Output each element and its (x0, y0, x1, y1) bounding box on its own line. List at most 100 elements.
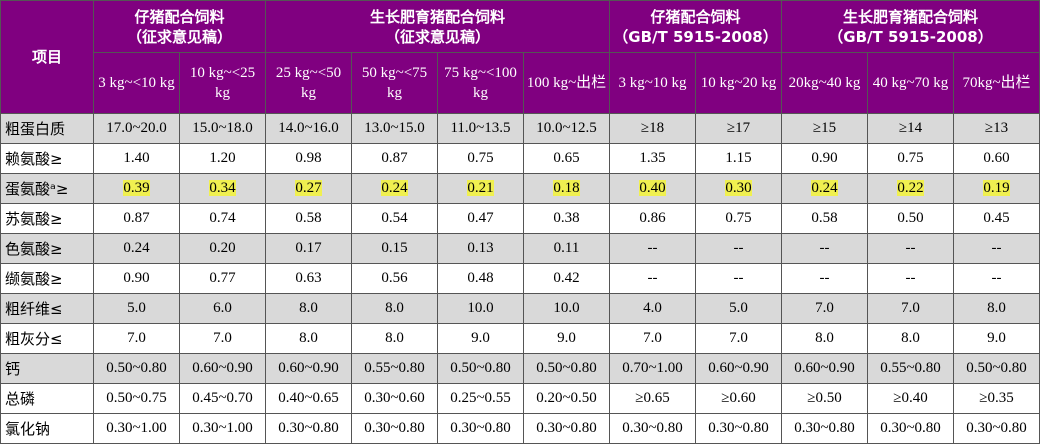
cell: 0.90 (93, 263, 180, 294)
cell: 0.60 (953, 143, 1040, 174)
cell: ≥14 (867, 113, 954, 144)
cell: 0.20 (179, 233, 266, 264)
row-label: 色氨酸≥ (0, 233, 94, 264)
table-row: 氯化钠 0.30~1.00 0.30~1.00 0.30~0.80 0.30~0.80 0… (0, 413, 1040, 444)
cell: 7.0 (867, 293, 954, 324)
cell: 0.30~0.80 (953, 413, 1040, 444)
table-row: 粗灰分≤ 7.0 7.0 8.0 8.0 9.0 9.0 7.0 7.0 8.0 8.0 9.0 (0, 323, 1040, 354)
cell: 0.18 (523, 173, 610, 204)
column-header: 10 kg~20 kg (695, 52, 782, 114)
highlighted-value: 0.22 (897, 180, 924, 196)
cell: 1.40 (93, 143, 180, 174)
table-row: 蛋氨酸ᵃ≥ 0.39 0.34 0.27 0.24 0.21 0.18 0.40 0.30 0.2… (0, 173, 1040, 204)
cell: 0.55~0.80 (351, 353, 438, 384)
cell: -- (695, 233, 782, 264)
cell: 0.24 (781, 173, 868, 204)
row-label: 钙 (0, 353, 94, 384)
cell: -- (953, 233, 1040, 264)
cell: ≥17 (695, 113, 782, 144)
cell: 0.50~0.75 (93, 383, 180, 414)
group-header-line: （GB/T 5915-2008） (828, 27, 993, 46)
cell: 0.30~0.80 (781, 413, 868, 444)
cell: 0.30~1.00 (179, 413, 266, 444)
cell: 0.11 (523, 233, 610, 264)
cell: 8.0 (265, 293, 352, 324)
cell: 8.0 (265, 323, 352, 354)
group-header-line: （GB/T 5915-2008） (613, 27, 778, 46)
group-header-line: 生长肥育猪配合饲料 (369, 7, 505, 26)
table-row: 粗蛋白质 17.0~20.0 15.0~18.0 14.0~16.0 13.0~15.0… (0, 113, 1040, 144)
cell: 8.0 (351, 323, 438, 354)
cell: 0.25~0.55 (437, 383, 524, 414)
cell: 14.0~16.0 (265, 113, 352, 144)
table-row: 钙 0.50~0.80 0.60~0.90 0.60~0.90 0.55~0.80 0.5… (0, 353, 1040, 384)
cell: ≥0.50 (781, 383, 868, 414)
cell: 9.0 (437, 323, 524, 354)
cell: 0.58 (781, 203, 868, 234)
row-label: 粗灰分≤ (0, 323, 94, 354)
cell: 0.48 (437, 263, 524, 294)
cell: 0.30~0.80 (609, 413, 696, 444)
cell: 0.90 (781, 143, 868, 174)
row-label: 蛋氨酸ᵃ≥ (0, 173, 94, 204)
cell: -- (953, 263, 1040, 294)
cell: 0.30~0.80 (437, 413, 524, 444)
cell: 1.15 (695, 143, 782, 174)
cell: 8.0 (781, 323, 868, 354)
group-header-line: 生长肥育猪配合饲料 (842, 7, 978, 26)
cell: 4.0 (609, 293, 696, 324)
cell: 0.22 (867, 173, 954, 204)
cell: 7.0 (695, 323, 782, 354)
cell: 5.0 (93, 293, 180, 324)
cell: 0.65 (523, 143, 610, 174)
cell: 0.70~1.00 (609, 353, 696, 384)
cell: -- (781, 233, 868, 264)
column-header: 25 kg~<50 kg (265, 52, 352, 114)
cell: 0.34 (179, 173, 266, 204)
highlighted-value: 0.24 (811, 180, 838, 196)
cell: 0.58 (265, 203, 352, 234)
column-header: 10 kg~<25 kg (179, 52, 266, 114)
cell: -- (695, 263, 782, 294)
cell: 0.13 (437, 233, 524, 264)
cell: 0.21 (437, 173, 524, 204)
group-header-line: 仔猪配合饲料 (650, 7, 741, 26)
cell: 0.30~0.80 (867, 413, 954, 444)
cell: ≥0.35 (953, 383, 1040, 414)
highlighted-value: 0.39 (123, 180, 150, 196)
cell: 0.30 (695, 173, 782, 204)
cell: 0.24 (351, 173, 438, 204)
cell: 8.0 (351, 293, 438, 324)
cell: 0.27 (265, 173, 352, 204)
highlighted-value: 0.27 (295, 180, 322, 196)
cell: 0.20~0.50 (523, 383, 610, 414)
cell: 8.0 (867, 323, 954, 354)
column-header: 3 kg~<10 kg (93, 52, 180, 114)
cell: 7.0 (179, 323, 266, 354)
row-label: 缬氨酸≥ (0, 263, 94, 294)
cell: 0.54 (351, 203, 438, 234)
row-label: 苏氨酸≥ (0, 203, 94, 234)
highlighted-value: 0.21 (467, 180, 494, 196)
group-header: 仔猪配合饲料 （GB/T 5915-2008） (609, 0, 782, 53)
cell: -- (867, 233, 954, 264)
column-header: 20kg~40 kg (781, 52, 868, 114)
cell: ≥13 (953, 113, 1040, 144)
group-header: 生长肥育猪配合饲料 （GB/T 5915-2008） (781, 0, 1040, 53)
cell: ≥18 (609, 113, 696, 144)
cell: 0.75 (695, 203, 782, 234)
cell: 0.24 (93, 233, 180, 264)
highlighted-value: 0.19 (983, 180, 1010, 196)
cell: -- (781, 263, 868, 294)
cell: 0.86 (609, 203, 696, 234)
cell: -- (609, 233, 696, 264)
cell: 0.75 (867, 143, 954, 174)
header-row: 项目 仔猪配合饲料 （征求意见稿） 生长肥育猪配合饲料 （征求意见稿） 仔猪配合饲料 （G… (0, 0, 1040, 114)
cell: 0.45 (953, 203, 1040, 234)
cell: 0.63 (265, 263, 352, 294)
cell: 10.0 (437, 293, 524, 324)
cell: ≥0.60 (695, 383, 782, 414)
group-header: 生长肥育猪配合饲料 （征求意见稿） (265, 0, 610, 53)
